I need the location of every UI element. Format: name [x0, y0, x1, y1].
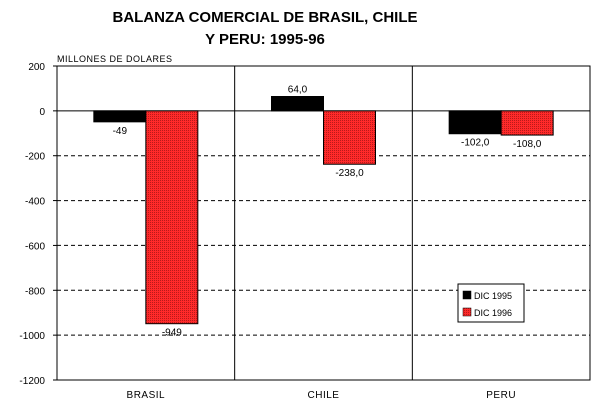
legend-swatch — [462, 307, 472, 317]
y-tick-label: -600 — [25, 241, 45, 252]
y-tick-label: -200 — [25, 152, 45, 163]
data-label: -238,0 — [335, 168, 364, 179]
chart-title-line-1: BALANZA COMERCIAL DE BRASIL, CHILE — [112, 9, 418, 26]
y-tick-label: 0 — [39, 107, 45, 118]
y-tick-label: -1000 — [19, 331, 45, 342]
bar-dic-1995 — [93, 110, 147, 123]
y-tick-label: 200 — [28, 62, 45, 73]
x-tick-label: PERU — [486, 390, 516, 401]
plot-frame — [56, 65, 591, 381]
y-tick-label: -800 — [25, 286, 45, 297]
data-label: -108,0 — [513, 139, 542, 150]
legend-label: DIC 1995 — [474, 291, 512, 301]
bar-dic-1996 — [323, 110, 376, 165]
x-tick-label: BRASIL — [127, 390, 166, 401]
legend-swatch — [462, 290, 472, 300]
data-label: -949 — [162, 328, 182, 339]
bar-dic-1995 — [271, 96, 324, 112]
bar-dic-1996 — [145, 110, 199, 325]
y-tick-label: -1200 — [19, 376, 45, 387]
data-label: -102,0 — [461, 138, 490, 149]
legend-label: DIC 1996 — [474, 308, 512, 318]
bar-dic-1996 — [500, 110, 554, 136]
x-tick-label: CHILE — [308, 390, 340, 401]
chart-title-line-2: Y PERU: 1995-96 — [205, 31, 325, 48]
y-axis-label: MILLONES DE DOLARES — [57, 54, 173, 64]
y-tick-label: -400 — [25, 197, 45, 208]
data-label: -49 — [113, 126, 128, 137]
bar-dic-1995 — [448, 110, 502, 135]
data-label: 64,0 — [288, 85, 308, 96]
